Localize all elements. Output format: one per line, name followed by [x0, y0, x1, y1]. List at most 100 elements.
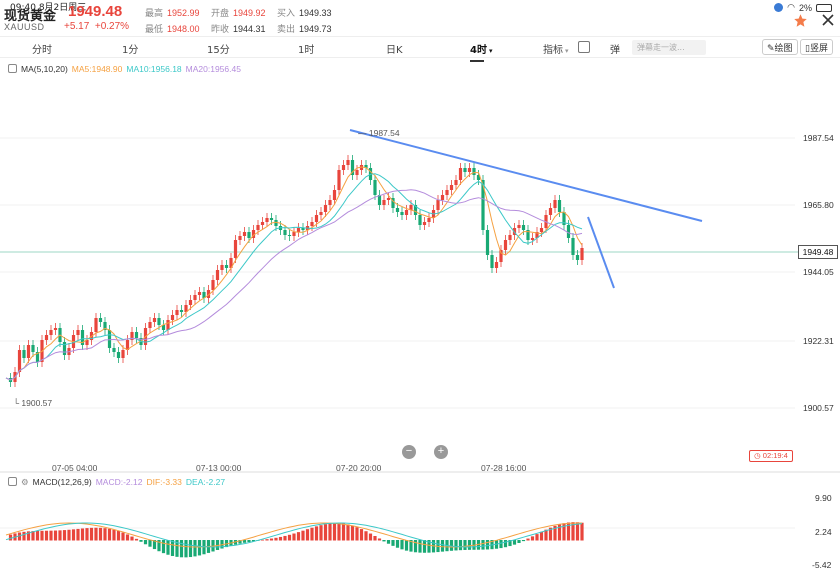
candle-body — [229, 258, 233, 268]
candle-body — [80, 330, 85, 345]
chevron-down-icon: ▾ — [488, 47, 493, 55]
collapse-icon[interactable] — [8, 64, 17, 73]
tab-daily[interactable]: 日K — [386, 45, 403, 56]
macd-bar — [521, 540, 526, 542]
macd-bar — [539, 531, 544, 541]
macd-bar — [328, 523, 332, 541]
candle-body — [247, 232, 251, 238]
candle-body — [436, 200, 440, 210]
star-icon[interactable] — [792, 12, 808, 28]
draw-button[interactable]: ✎绘图 — [762, 39, 798, 55]
candle-body — [26, 345, 31, 358]
candle-body — [98, 318, 103, 322]
macd-bar — [526, 538, 530, 541]
last-price: 1949.48 — [68, 3, 123, 20]
macd-bar — [571, 522, 575, 541]
macd-bar — [98, 527, 103, 541]
settings-panel-icon[interactable] — [578, 41, 590, 53]
macd-bar — [67, 529, 71, 541]
macd-bar — [292, 533, 296, 541]
location-icon — [774, 3, 784, 12]
macd-bar — [107, 528, 112, 541]
macd-bar — [139, 540, 143, 542]
dea-line — [5, 522, 583, 548]
candle-body — [256, 225, 260, 230]
macd-bar — [287, 534, 292, 541]
macd-bar — [148, 540, 152, 547]
macd-bar — [152, 540, 157, 550]
candle-body — [467, 168, 472, 172]
candle-body — [427, 218, 431, 222]
candle-body — [557, 200, 562, 212]
collapse-icon[interactable] — [8, 477, 17, 486]
dif-value: DIF:-3.33 — [146, 477, 182, 487]
close-icon[interactable] — [820, 12, 836, 28]
candle-body — [548, 208, 553, 215]
candle-body — [404, 210, 409, 215]
tab-1h[interactable]: 1时 — [298, 45, 315, 56]
candle-body — [44, 335, 49, 340]
candle-body — [35, 352, 40, 362]
candle-body — [287, 235, 292, 236]
macd-bar — [269, 538, 274, 541]
macd-bar — [188, 540, 193, 558]
macd-bar — [458, 540, 463, 551]
macd-bar — [323, 524, 328, 541]
current-price-tag: 1949.48 — [798, 245, 838, 259]
macd-bar — [242, 540, 247, 543]
candle-body — [382, 200, 386, 205]
candle-body — [566, 225, 571, 238]
macd-bar — [530, 536, 535, 541]
danmaku-toggle[interactable]: 弹 — [610, 45, 620, 56]
macd-bar — [274, 537, 278, 541]
macd-bar — [422, 540, 427, 553]
candle-body — [301, 228, 305, 230]
battery-icon — [816, 3, 832, 12]
candle-body — [238, 236, 242, 240]
macd-bar — [161, 540, 166, 554]
macd-bar — [179, 540, 184, 558]
macd-bar — [301, 530, 305, 541]
period-tabs: 分时 1分 15分 1时 日K 4时 ▾ 指标 ▾ 弹 — [0, 36, 840, 62]
candle-body — [395, 208, 400, 212]
candle-body — [76, 330, 80, 335]
landscape-button[interactable]: ▯竖屏 — [800, 39, 833, 55]
candle-body — [148, 322, 152, 328]
macd-bar — [499, 540, 503, 549]
price-axis-label: 1900.57 — [803, 403, 834, 413]
macd-bar — [373, 535, 377, 541]
macd-bar — [449, 540, 454, 551]
chevron-down-icon: ▾ — [565, 47, 569, 55]
macd-bar — [355, 527, 359, 541]
candle-body — [188, 300, 193, 305]
candle-body — [85, 340, 89, 345]
candle-body — [197, 292, 202, 295]
settings-icon[interactable]: ⚙ — [21, 477, 29, 487]
macd-bar — [544, 529, 548, 541]
candle-body — [485, 230, 490, 255]
ma10-line — [5, 173, 583, 381]
candle-body — [323, 205, 328, 212]
stat-ask: 卖出 1949.73 — [277, 24, 332, 35]
zoom-out-button[interactable]: − — [402, 445, 416, 459]
macd-bar — [265, 539, 269, 541]
candle-body — [481, 180, 485, 230]
time-axis-label: 07-05 04:00 — [52, 463, 98, 473]
macd-bar — [22, 531, 26, 541]
tab-15min[interactable]: 15分 — [207, 45, 230, 56]
danmaku-input[interactable]: 弹幕走一波... — [632, 40, 706, 55]
macd-bar — [395, 540, 400, 548]
zoom-in-button[interactable]: + — [434, 445, 448, 459]
indicator-menu[interactable]: 指标 ▾ — [543, 45, 569, 56]
candle-body — [508, 235, 512, 240]
ma10-value: MA10:1956.18 — [126, 64, 182, 74]
candle-body — [377, 195, 382, 205]
candle-body — [521, 225, 526, 230]
candle-body — [386, 198, 391, 200]
tab-1min[interactable]: 1分 — [122, 45, 139, 56]
tab-4h[interactable]: 4时 ▾ — [470, 41, 493, 62]
tab-timeshare[interactable]: 分时 — [32, 45, 52, 56]
macd-bar — [94, 527, 98, 541]
macd-bar — [409, 540, 413, 552]
